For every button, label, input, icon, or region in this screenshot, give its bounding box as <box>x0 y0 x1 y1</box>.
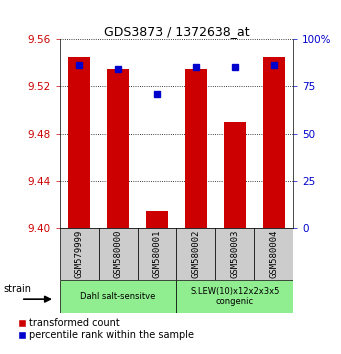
Bar <box>69 57 90 228</box>
Bar <box>60 280 177 313</box>
Text: GSM580004: GSM580004 <box>269 230 278 278</box>
Legend: transformed count, percentile rank within the sample: transformed count, percentile rank withi… <box>18 318 194 340</box>
Text: GSM580000: GSM580000 <box>114 230 122 278</box>
Text: strain: strain <box>3 284 31 294</box>
Bar <box>224 122 246 228</box>
Bar <box>107 69 129 228</box>
Text: GSM580003: GSM580003 <box>231 230 239 278</box>
Bar <box>137 228 177 280</box>
Bar <box>185 69 207 228</box>
Text: S.LEW(10)x12x2x3x5
congenic: S.LEW(10)x12x2x3x5 congenic <box>190 287 280 306</box>
Text: GSM579999: GSM579999 <box>75 230 84 278</box>
Bar <box>99 228 137 280</box>
Text: GSM580001: GSM580001 <box>152 230 162 278</box>
Title: GDS3873 / 1372638_at: GDS3873 / 1372638_at <box>104 25 249 38</box>
Bar <box>254 228 293 280</box>
Bar <box>60 228 99 280</box>
Bar <box>177 228 216 280</box>
Bar <box>216 228 254 280</box>
Bar <box>146 211 168 228</box>
Bar <box>263 57 284 228</box>
Bar <box>177 280 293 313</box>
Text: Dahl salt-sensitve: Dahl salt-sensitve <box>80 292 156 301</box>
Text: GSM580002: GSM580002 <box>191 230 201 278</box>
